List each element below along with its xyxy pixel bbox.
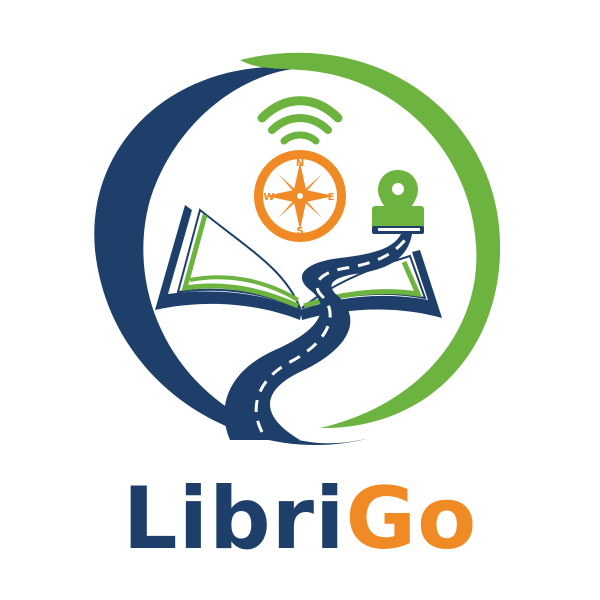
winding-road-icon [224, 232, 412, 440]
brand-name-go: Go [346, 469, 478, 569]
compass-north-label: N [296, 158, 304, 169]
navy-arc [94, 66, 370, 446]
logo-emblem [94, 52, 501, 446]
compass-west-label: W [263, 192, 274, 203]
open-book-icon [155, 205, 442, 320]
compass-icon: N S E W [254, 150, 346, 242]
compass-south-label: S [296, 226, 303, 237]
wifi-signal-icon [257, 96, 343, 145]
compass-east-label: E [328, 192, 335, 203]
brand-name-libri: Libri [123, 469, 346, 569]
brand-wordmark: LibriGo [123, 469, 477, 569]
map-pin-icon [378, 170, 418, 222]
